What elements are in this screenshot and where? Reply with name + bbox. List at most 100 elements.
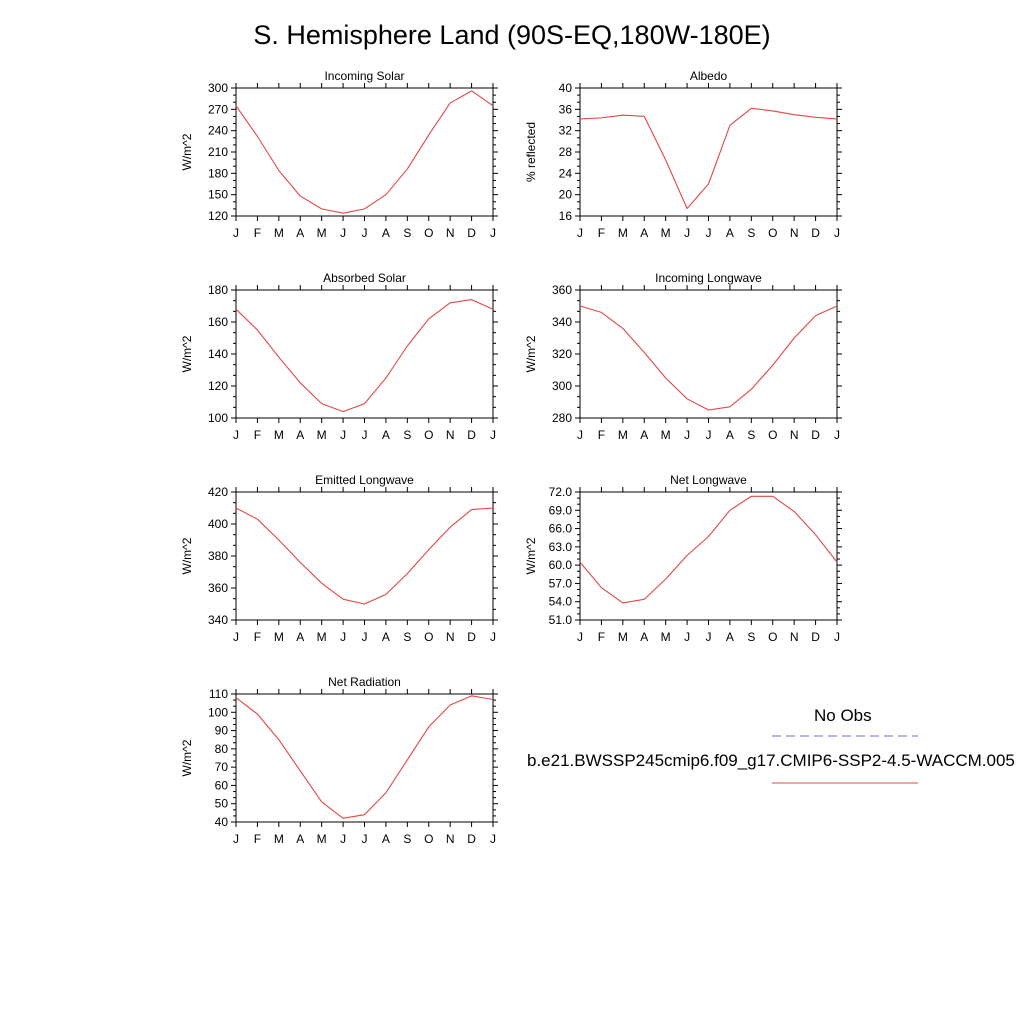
- absorbed-solar-xtick-label: D: [467, 428, 476, 442]
- net-longwave-ytick-label: 66.0: [549, 522, 573, 536]
- incoming-longwave-xtick-label: J: [577, 428, 583, 442]
- incoming-longwave-ytick-label: 360: [552, 283, 572, 297]
- incoming-solar-xtick-label: M: [317, 226, 327, 240]
- incoming-solar-frame: [235, 87, 494, 217]
- net-longwave-xtick-label: O: [768, 630, 777, 644]
- incoming-longwave-xtick-label: A: [640, 428, 648, 442]
- incoming-longwave-ylabel: W/m^2: [524, 335, 538, 372]
- incoming-solar-xtick-label: J: [340, 226, 346, 240]
- net-radiation-xtick-label: J: [233, 832, 239, 846]
- emitted-longwave-xtick-label: A: [382, 630, 390, 644]
- emitted-longwave-ytick-label: 360: [208, 581, 228, 595]
- absorbed-solar-xtick-label: N: [446, 428, 455, 442]
- emitted-longwave-xtick-label: J: [340, 630, 346, 644]
- net-radiation-xtick-label: F: [254, 832, 261, 846]
- incoming-solar-ytick-label: 180: [208, 166, 228, 180]
- emitted-longwave-series-line: [235, 507, 494, 605]
- net-longwave-xtick-label: A: [726, 630, 734, 644]
- absorbed-solar-xtick-label: A: [382, 428, 390, 442]
- albedo-ytick-label: 16: [559, 209, 573, 223]
- net-radiation-ytick-label: 50: [215, 797, 229, 811]
- net-longwave-series-line: [579, 495, 838, 604]
- absorbed-solar-title: Absorbed Solar: [323, 271, 406, 285]
- emitted-longwave-title: Emitted Longwave: [315, 473, 414, 487]
- absorbed-solar-ytick-label: 100: [208, 411, 228, 425]
- net-longwave-xtick-label: N: [790, 630, 799, 644]
- absorbed-solar-series-line: [235, 299, 494, 413]
- incoming-solar-xtick-label: F: [254, 226, 261, 240]
- albedo-xtick-label: J: [706, 226, 712, 240]
- incoming-solar-ytick-label: 240: [208, 124, 228, 138]
- net-longwave-xtick-label: F: [598, 630, 605, 644]
- net-radiation-frame: [235, 693, 494, 823]
- incoming-longwave-xtick-label: J: [684, 428, 690, 442]
- absorbed-solar-ytick-label: 180: [208, 283, 228, 297]
- albedo-xtick-label: J: [577, 226, 583, 240]
- incoming-longwave-ytick-label: 300: [552, 379, 572, 393]
- albedo-xtick-label: A: [640, 226, 648, 240]
- albedo-xtick-label: A: [726, 226, 734, 240]
- page-title: S. Hemisphere Land (90S-EQ,180W-180E): [253, 20, 771, 50]
- incoming-longwave-frame: [579, 289, 838, 419]
- incoming-longwave-xtick-label: M: [618, 428, 628, 442]
- albedo-xtick-label: J: [834, 226, 840, 240]
- incoming-longwave-title: Incoming Longwave: [655, 271, 762, 285]
- net-radiation-ytick-label: 100: [208, 705, 228, 719]
- legend-model-label: b.e21.BWSSP245cmip6.f09_g17.CMIP6-SSP2-4…: [527, 751, 1015, 770]
- absorbed-solar-ytick-label: 160: [208, 315, 228, 329]
- emitted-longwave-ylabel: W/m^2: [180, 537, 194, 574]
- net-longwave-xtick-label: M: [618, 630, 628, 644]
- incoming-solar-xtick-label: O: [424, 226, 433, 240]
- incoming-solar-xtick-label: J: [233, 226, 239, 240]
- net-radiation-xtick-label: M: [317, 832, 327, 846]
- emitted-longwave-xtick-label: D: [467, 630, 476, 644]
- incoming-solar-ylabel: W/m^2: [180, 133, 194, 170]
- albedo-xtick-label: S: [747, 226, 755, 240]
- net-longwave-ytick-label: 72.0: [549, 485, 573, 499]
- incoming-solar-xtick-label: A: [296, 226, 304, 240]
- net-radiation-xtick-label: A: [296, 832, 304, 846]
- net-radiation-ylabel: W/m^2: [180, 739, 194, 776]
- absorbed-solar-xtick-label: J: [233, 428, 239, 442]
- albedo-xtick-label: D: [811, 226, 820, 240]
- incoming-solar-xtick-label: S: [403, 226, 411, 240]
- net-longwave-ylabel: W/m^2: [524, 537, 538, 574]
- emitted-longwave-xtick-label: M: [317, 630, 327, 644]
- incoming-longwave-xtick-label: N: [790, 428, 799, 442]
- incoming-longwave-ytick-label: 320: [552, 347, 572, 361]
- albedo-ylabel: % reflected: [524, 122, 538, 182]
- emitted-longwave-xtick-label: S: [403, 630, 411, 644]
- albedo-xtick-label: M: [618, 226, 628, 240]
- emitted-longwave-frame: [235, 491, 494, 621]
- net-longwave-xtick-label: J: [706, 630, 712, 644]
- incoming-longwave-ytick-label: 340: [552, 315, 572, 329]
- absorbed-solar-xtick-label: J: [490, 428, 496, 442]
- legend-obs-line: [772, 735, 918, 737]
- net-radiation-ytick-label: 110: [209, 687, 228, 701]
- net-longwave-ytick-label: 63.0: [549, 540, 573, 554]
- net-longwave-ytick-label: 54.0: [549, 595, 573, 609]
- net-radiation-xtick-label: M: [274, 832, 284, 846]
- incoming-solar-series-line: [235, 90, 494, 214]
- incoming-longwave-series-line: [579, 305, 838, 411]
- albedo-xtick-label: F: [598, 226, 605, 240]
- incoming-solar-ytick-label: 120: [208, 209, 228, 223]
- incoming-longwave-xtick-label: F: [598, 428, 605, 442]
- net-radiation-title: Net Radiation: [328, 675, 401, 689]
- emitted-longwave-xtick-label: F: [254, 630, 261, 644]
- net-radiation-series-line: [235, 695, 494, 819]
- net-radiation-ytick-label: 70: [215, 760, 229, 774]
- absorbed-solar-xtick-label: A: [296, 428, 304, 442]
- legend-obs-label: No Obs: [814, 706, 872, 725]
- net-longwave-frame: [579, 491, 838, 621]
- absorbed-solar-ylabel: W/m^2: [180, 335, 194, 372]
- absorbed-solar-ytick-label: 140: [208, 347, 228, 361]
- absorbed-solar-frame: [235, 289, 494, 419]
- net-radiation-ytick-label: 80: [215, 742, 229, 756]
- net-radiation-xtick-label: J: [340, 832, 346, 846]
- incoming-longwave-xtick-label: D: [811, 428, 820, 442]
- incoming-longwave-ytick-label: 280: [552, 411, 572, 425]
- emitted-longwave-ytick-label: 400: [208, 517, 228, 531]
- net-radiation-ytick-label: 40: [215, 815, 229, 829]
